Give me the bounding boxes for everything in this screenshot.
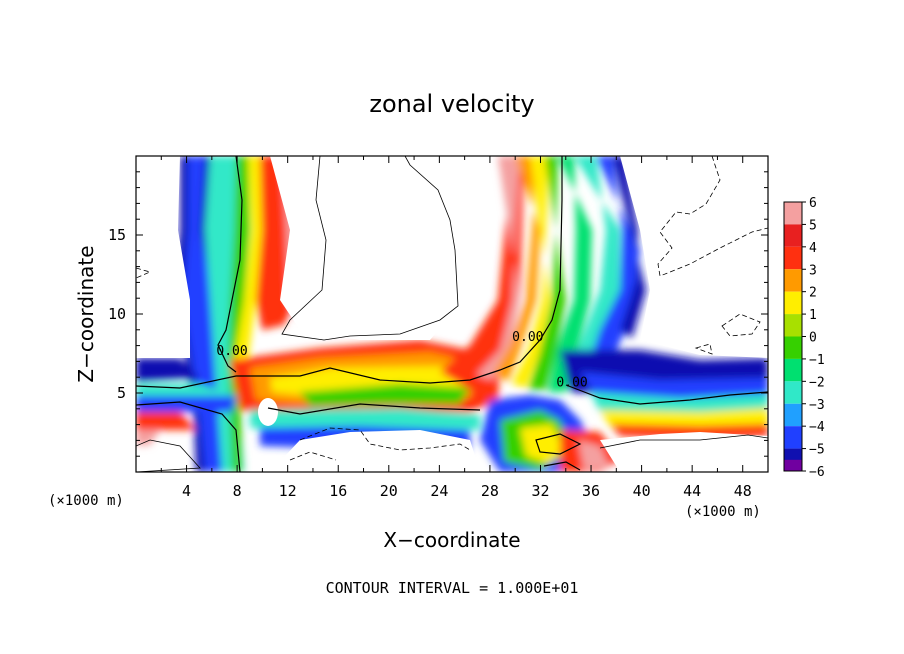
colorbar-label: 0 bbox=[809, 331, 817, 346]
x-axis-label: X−coordinate bbox=[383, 528, 520, 552]
colorbar-label: 3 bbox=[809, 263, 817, 278]
contour-label: 0.00 bbox=[556, 376, 587, 391]
y-tick-label: 5 bbox=[117, 384, 126, 402]
colorbar-swatch bbox=[784, 426, 802, 449]
colorbar-swatch bbox=[784, 381, 802, 404]
colorbar-label: 5 bbox=[809, 218, 817, 233]
contour-label: 0.00 bbox=[512, 330, 543, 345]
colorbar-label: −6 bbox=[809, 465, 825, 480]
x-unit-right: (×1000 m) bbox=[685, 504, 761, 520]
contour-lines bbox=[136, 156, 768, 472]
colorbar-label: 1 bbox=[809, 308, 817, 323]
colorbar-label: 6 bbox=[809, 196, 817, 211]
x-tick-label: 48 bbox=[734, 482, 752, 500]
contour-label: 0.00 bbox=[216, 344, 247, 359]
colorbar-label: −2 bbox=[809, 375, 825, 390]
colorbar-swatch bbox=[784, 403, 802, 427]
colorbar-label: −3 bbox=[809, 398, 825, 413]
colorbar-swatch bbox=[784, 314, 802, 337]
contour-labels: 0.00 0.00 0.00 bbox=[216, 330, 587, 391]
contour-lines-thin bbox=[136, 156, 768, 472]
colorbar-label: 4 bbox=[809, 241, 817, 256]
y-axis-label: Z−coordinate bbox=[74, 245, 98, 382]
colorbar-swatch bbox=[784, 269, 802, 292]
colorbar-label: 2 bbox=[809, 286, 817, 301]
heatmap-field bbox=[136, 156, 768, 472]
x-tick-label: 36 bbox=[582, 482, 600, 500]
y-tick-label: 10 bbox=[108, 305, 126, 323]
x-tick-label: 32 bbox=[531, 482, 549, 500]
colorbar-swatch bbox=[784, 291, 802, 315]
footer-note: CONTOUR INTERVAL = 1.000E+01 bbox=[326, 579, 579, 597]
y-axis-ticks: 5 10 15 bbox=[108, 171, 768, 457]
x-tick-label: 44 bbox=[683, 482, 701, 500]
chart-title: zonal velocity bbox=[369, 90, 534, 118]
y-tick-label: 15 bbox=[108, 226, 126, 244]
x-tick-label: 16 bbox=[329, 482, 347, 500]
x-tick-label: 28 bbox=[481, 482, 499, 500]
x-tick-label: 24 bbox=[430, 482, 448, 500]
colorbar-swatch bbox=[784, 246, 802, 270]
colorbar-swatch bbox=[784, 224, 802, 247]
colorbar-label: −1 bbox=[809, 353, 825, 368]
x-axis-ticks: 4 8 12 16 20 24 28 32 36 40 44 48 bbox=[160, 156, 752, 500]
x-tick-label: 12 bbox=[279, 482, 297, 500]
colorbar-swatch-end bbox=[784, 459, 802, 471]
colorbar: 6 5 4 3 2 1 0 −1 −2 −3 −4 −5 −6 bbox=[783, 196, 825, 480]
colorbar-label: −4 bbox=[809, 420, 825, 435]
x-tick-label: 40 bbox=[633, 482, 651, 500]
x-tick-label: 20 bbox=[380, 482, 398, 500]
colorbar-swatch bbox=[784, 336, 802, 359]
x-tick-label: 4 bbox=[182, 482, 191, 500]
colorbar-swatch bbox=[784, 202, 802, 225]
colorbar-swatch bbox=[784, 358, 802, 382]
x-tick-label: 8 bbox=[233, 482, 242, 500]
x-unit-left: (×1000 m) bbox=[48, 493, 124, 509]
colorbar-label: −5 bbox=[809, 443, 825, 458]
